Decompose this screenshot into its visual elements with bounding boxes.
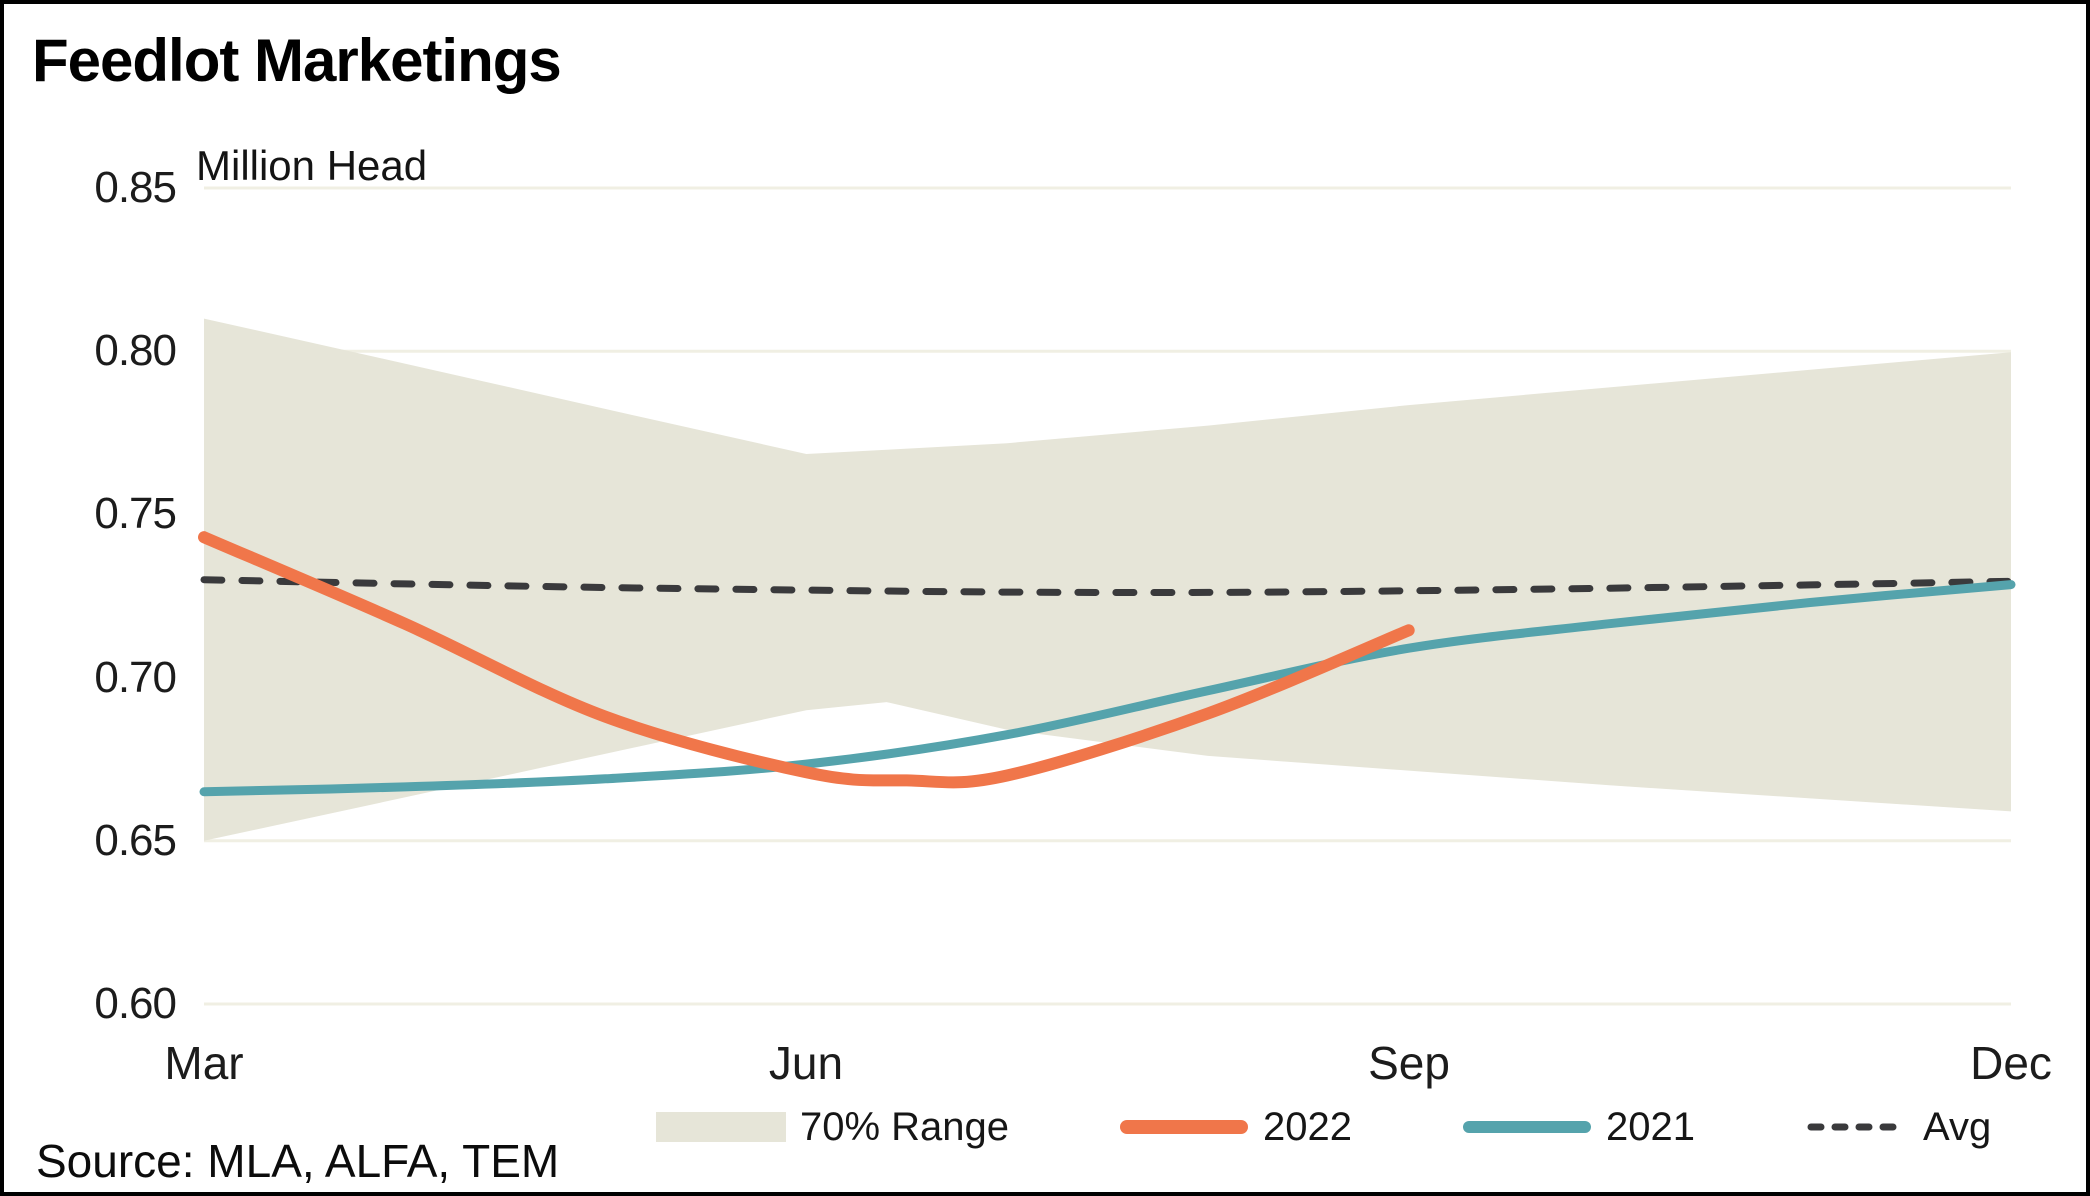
y-tick-label: 0.80 [94, 326, 177, 375]
legend-item-2021: 2021 [1462, 1107, 1695, 1147]
line-2021 [199, 580, 2016, 797]
legend-label-avg: Avg [1923, 1105, 1992, 1149]
y-tick-label: 0.65 [94, 816, 177, 865]
range-band-area [204, 318, 2011, 841]
y-tick-label: 0.60 [94, 979, 177, 1028]
line-2022 [198, 531, 1415, 789]
legend-label-2022: 2022 [1263, 1105, 1353, 1149]
legend-item-70pct-range: 70% Range [656, 1107, 1009, 1147]
line-2021-swatch [1463, 1121, 1592, 1133]
line-avg [200, 576, 2015, 596]
legend-item-avg: Avg [1805, 1107, 1991, 1147]
range-band-swatch [656, 1112, 786, 1142]
y-tick-label: 0.70 [94, 653, 177, 702]
legend-label-2021: 2021 [1606, 1105, 1696, 1149]
chart-legend: 70% Range 2022 2021 Avg [656, 1107, 1991, 1147]
x-tick-label: Jun [768, 1037, 844, 1089]
legend-label-range: 70% Range [800, 1105, 1010, 1149]
y-tick-label: 0.85 [94, 163, 177, 212]
line-avg-swatch [1807, 1123, 1907, 1131]
line-2022-swatch [1120, 1120, 1249, 1134]
x-tick-label: Mar [164, 1037, 244, 1089]
y-tick-label: 0.75 [94, 489, 177, 538]
page-title: Feedlot Marketings [32, 27, 562, 94]
legend-item-2022: 2022 [1119, 1107, 1352, 1147]
source-note: Source: MLA, ALFA, TEM [36, 1135, 560, 1187]
y-axis-unit-label: Million Head [196, 142, 428, 189]
feedlot-marketings-chart [198, 186, 2016, 1006]
x-tick-label: Dec [1970, 1037, 2052, 1089]
x-tick-label: Sep [1368, 1037, 1450, 1089]
